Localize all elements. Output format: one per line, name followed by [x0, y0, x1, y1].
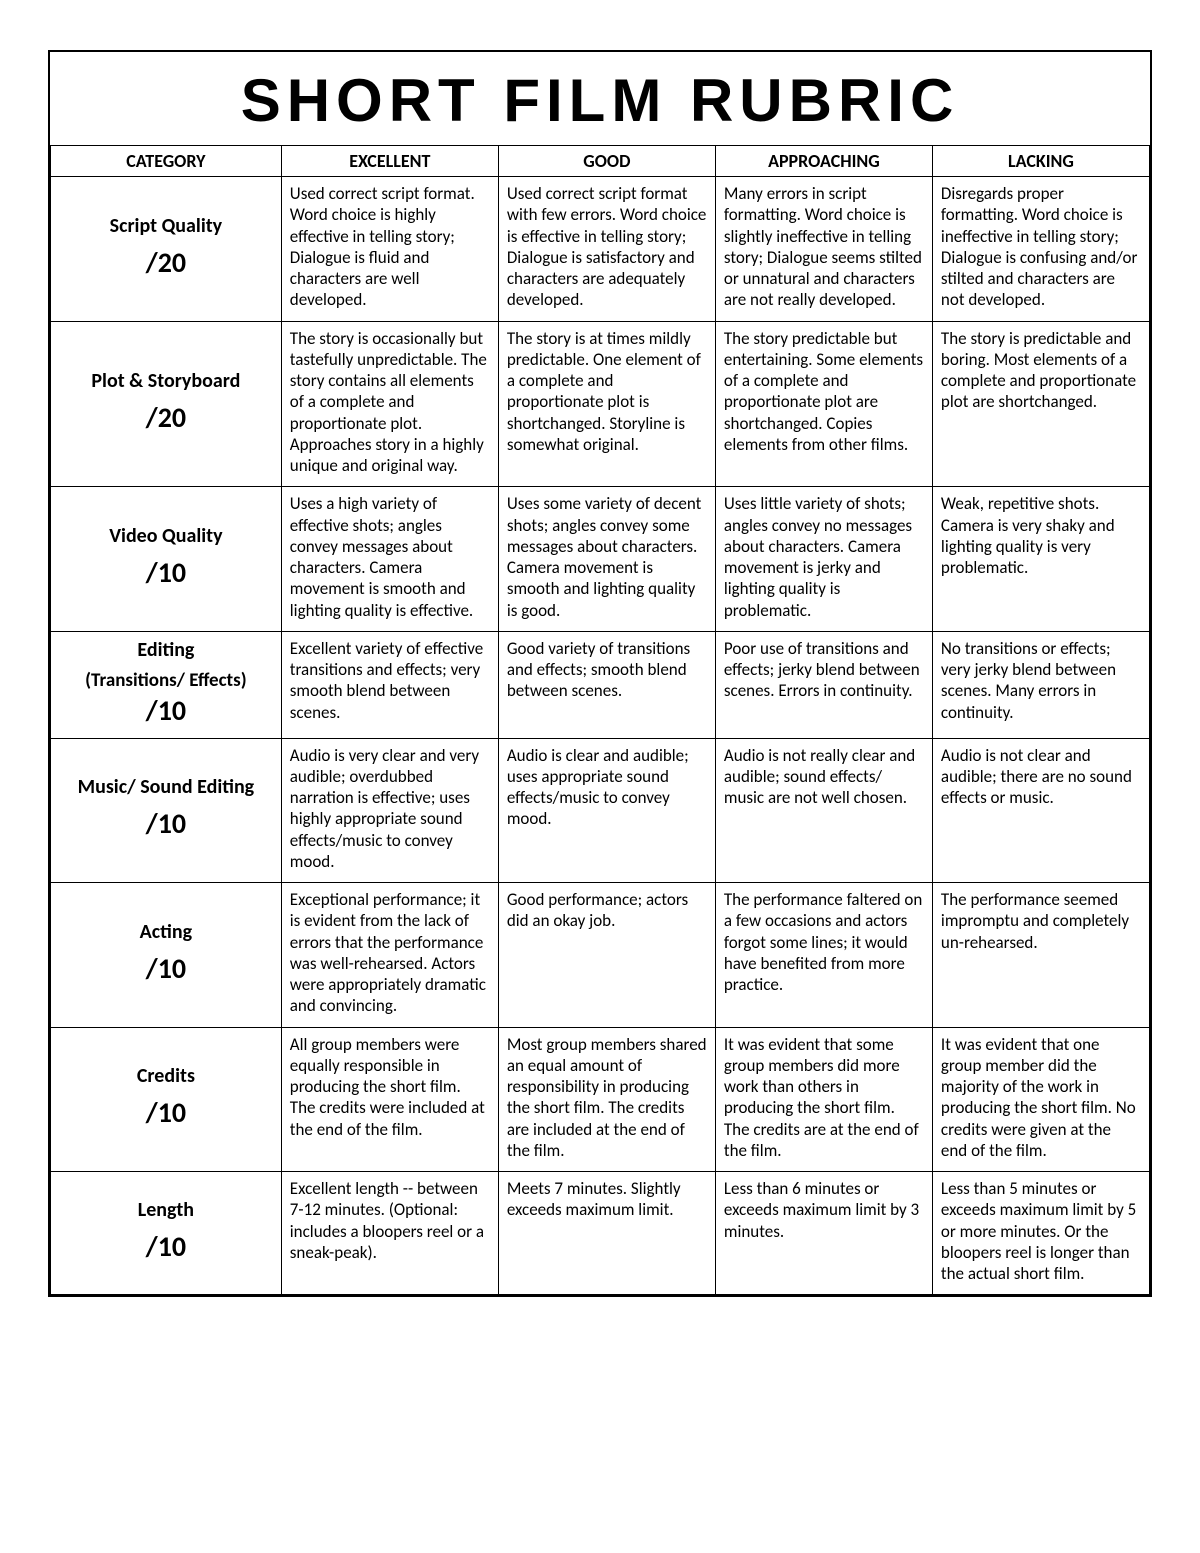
table-row: Editing (Transitions/ Effects)/10Excellen…	[51, 631, 1150, 738]
level-approaching-cell: Many errors in script formatting. Word c…	[715, 177, 932, 322]
level-good-cell: Good performance; actors did an okay job…	[498, 883, 715, 1028]
header-category: CATEGORY	[51, 146, 282, 177]
level-lacking-cell: It was evident that one group member did…	[932, 1027, 1149, 1172]
header-good: GOOD	[498, 146, 715, 177]
level-approaching-cell: Poor use of transitions and effects; jer…	[715, 631, 932, 738]
level-excellent-cell: Excellent variety of effective transitio…	[281, 631, 498, 738]
level-excellent-cell: Audio is very clear and very audible; ov…	[281, 738, 498, 883]
category-score: /10	[59, 555, 273, 590]
header-lacking: LACKING	[932, 146, 1149, 177]
header-row: CATEGORY EXCELLENT GOOD APPROACHING LACK…	[51, 146, 1150, 177]
category-score: /20	[59, 245, 273, 280]
header-approaching: APPROACHING	[715, 146, 932, 177]
level-good-cell: Audio is clear and audible; uses appropr…	[498, 738, 715, 883]
level-good-cell: Most group members shared an equal amoun…	[498, 1027, 715, 1172]
rubric-table: CATEGORY EXCELLENT GOOD APPROACHING LACK…	[50, 145, 1150, 1295]
level-good-cell: Good variety of transitions and effects;…	[498, 631, 715, 738]
category-name: Video Quality	[59, 524, 273, 549]
category-score: /10	[59, 1095, 273, 1130]
level-good-cell: Uses some variety of decent shots; angle…	[498, 487, 715, 632]
category-cell: Length/10	[51, 1172, 282, 1295]
category-name: Script Quality	[59, 214, 273, 239]
header-excellent: EXCELLENT	[281, 146, 498, 177]
level-excellent-cell: Uses a high variety of effective shots; …	[281, 487, 498, 632]
level-lacking-cell: The story is predictable and boring. Mos…	[932, 321, 1149, 487]
category-cell: Video Quality/10	[51, 487, 282, 632]
category-name: Credits	[59, 1064, 273, 1089]
category-score: /10	[59, 693, 273, 728]
category-cell: Acting/10	[51, 883, 282, 1028]
table-row: Plot & Storyboard/20The story is occasio…	[51, 321, 1150, 487]
category-name: Length	[59, 1198, 273, 1223]
category-cell: Credits/10	[51, 1027, 282, 1172]
level-approaching-cell: Uses little variety of shots; angles con…	[715, 487, 932, 632]
category-cell: Music/ Sound Editing/10	[51, 738, 282, 883]
category-subtitle: (Transitions/ Effects)	[59, 669, 273, 693]
table-row: Video Quality/10Uses a high variety of e…	[51, 487, 1150, 632]
level-lacking-cell: No transitions or effects; very jerky bl…	[932, 631, 1149, 738]
category-name: Editing	[59, 638, 273, 663]
category-cell: Script Quality/20	[51, 177, 282, 322]
level-approaching-cell: The story predictable but entertaining. …	[715, 321, 932, 487]
table-row: Acting/10Exceptional performance; it is …	[51, 883, 1150, 1028]
category-score: /10	[59, 1229, 273, 1264]
rubric-body: Script Quality/20Used correct script for…	[51, 177, 1150, 1295]
category-cell: Editing (Transitions/ Effects)/10	[51, 631, 282, 738]
level-lacking-cell: The performance seemed impromptu and com…	[932, 883, 1149, 1028]
category-name: Music/ Sound Editing	[59, 775, 273, 800]
rubric-container: SHORT FILM RUBRIC CATEGORY EXCELLENT GOO…	[48, 50, 1152, 1297]
table-row: Music/ Sound Editing/10Audio is very cle…	[51, 738, 1150, 883]
level-excellent-cell: Used correct script format. Word choice …	[281, 177, 498, 322]
level-approaching-cell: It was evident that some group members d…	[715, 1027, 932, 1172]
level-excellent-cell: The story is occasionally but tastefully…	[281, 321, 498, 487]
level-lacking-cell: Less than 5 minutes or exceeds maximum l…	[932, 1172, 1149, 1295]
table-row: Length/10Excellent length -- between 7-1…	[51, 1172, 1150, 1295]
category-name: Plot & Storyboard	[59, 369, 273, 394]
category-score: /20	[59, 400, 273, 435]
category-score: /10	[59, 806, 273, 841]
table-row: Script Quality/20Used correct script for…	[51, 177, 1150, 322]
category-name: Acting	[59, 920, 273, 945]
level-excellent-cell: All group members were equally responsib…	[281, 1027, 498, 1172]
level-lacking-cell: Disregards proper formatting. Word choic…	[932, 177, 1149, 322]
level-excellent-cell: Exceptional performance; it is evident f…	[281, 883, 498, 1028]
level-excellent-cell: Excellent length -- between 7-12 minutes…	[281, 1172, 498, 1295]
category-score: /10	[59, 951, 273, 986]
level-good-cell: Used correct script format with few erro…	[498, 177, 715, 322]
table-row: Credits/10All group members were equally…	[51, 1027, 1150, 1172]
level-approaching-cell: Audio is not really clear and audible; s…	[715, 738, 932, 883]
level-lacking-cell: Audio is not clear and audible; there ar…	[932, 738, 1149, 883]
level-good-cell: The story is at times mildly predictable…	[498, 321, 715, 487]
category-cell: Plot & Storyboard/20	[51, 321, 282, 487]
level-lacking-cell: Weak, repetitive shots. Camera is very s…	[932, 487, 1149, 632]
level-approaching-cell: Less than 6 minutes or exceeds maximum l…	[715, 1172, 932, 1295]
level-good-cell: Meets 7 minutes. Slightly exceeds maximu…	[498, 1172, 715, 1295]
level-approaching-cell: The performance faltered on a few occasi…	[715, 883, 932, 1028]
page-title: SHORT FILM RUBRIC	[50, 66, 1150, 135]
